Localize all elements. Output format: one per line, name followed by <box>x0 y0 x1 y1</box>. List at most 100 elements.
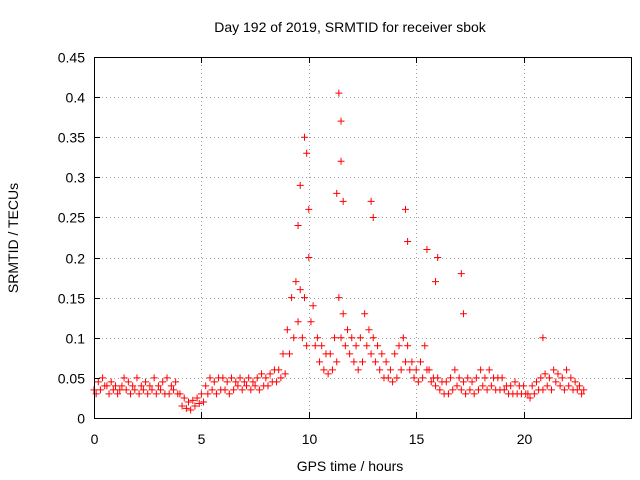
data-point <box>464 374 472 382</box>
data-point <box>498 374 506 382</box>
data-point <box>335 89 343 97</box>
data-point <box>157 386 165 394</box>
data-point <box>539 334 547 342</box>
data-point <box>129 382 137 390</box>
data-point <box>245 374 253 382</box>
y-tick-label: 0.2 <box>66 251 86 267</box>
data-point <box>150 374 158 382</box>
data-point <box>447 374 455 382</box>
data-point <box>328 366 336 374</box>
data-point <box>105 390 113 398</box>
data-point <box>159 378 167 386</box>
data-point <box>114 390 122 398</box>
data-point <box>436 386 444 394</box>
data-point <box>202 382 210 390</box>
data-point <box>266 370 274 378</box>
data-point <box>541 370 549 378</box>
data-point <box>337 334 345 342</box>
data-point <box>146 382 154 390</box>
data-point <box>279 350 287 358</box>
data-point <box>404 342 412 350</box>
data-point <box>116 386 124 394</box>
data-point <box>432 382 440 390</box>
y-axis-label: SRMTID / TECUs <box>5 183 21 293</box>
data-point <box>223 378 231 386</box>
y-tick-label: 0.35 <box>58 130 85 146</box>
data-point <box>457 386 465 394</box>
data-point <box>395 342 403 350</box>
data-point <box>558 374 566 382</box>
data-point <box>101 382 109 390</box>
data-point <box>204 390 212 398</box>
data-point <box>487 382 495 390</box>
data-point <box>399 334 407 342</box>
data-point <box>290 334 298 342</box>
data-point <box>320 366 328 374</box>
data-point <box>442 378 450 386</box>
data-point <box>264 382 272 390</box>
data-point <box>331 334 339 342</box>
data-point <box>326 350 334 358</box>
data-point <box>167 382 175 390</box>
data-point <box>556 382 564 390</box>
data-points <box>90 89 588 414</box>
data-point <box>511 378 519 386</box>
data-point <box>530 390 538 398</box>
data-point <box>481 374 489 382</box>
data-point <box>251 382 259 390</box>
data-point <box>337 117 345 125</box>
y-tick-label: 0.25 <box>58 210 85 226</box>
data-point <box>449 386 457 394</box>
data-point <box>148 386 156 394</box>
data-point <box>288 294 296 302</box>
data-point <box>142 378 150 386</box>
data-point <box>410 374 418 382</box>
data-point <box>354 366 362 374</box>
data-point <box>191 402 199 410</box>
data-point <box>262 374 270 382</box>
data-point <box>477 366 485 374</box>
data-point <box>565 382 573 390</box>
data-point <box>397 366 405 374</box>
data-point <box>99 374 107 382</box>
data-point <box>408 358 416 366</box>
data-point <box>423 366 431 374</box>
data-point <box>238 386 246 394</box>
data-point <box>316 358 324 366</box>
data-point <box>401 358 409 366</box>
data-point <box>277 374 285 382</box>
data-point <box>182 404 190 412</box>
data-point <box>137 382 145 390</box>
data-point <box>346 350 354 358</box>
y-tick-label: 0 <box>77 411 85 427</box>
data-point <box>470 390 478 398</box>
data-point <box>532 378 540 386</box>
data-point <box>135 390 143 398</box>
data-point <box>580 386 588 394</box>
data-point <box>294 221 302 229</box>
y-tick-label: 0.4 <box>66 90 86 106</box>
data-point <box>384 374 392 382</box>
data-point <box>169 386 177 394</box>
data-point <box>303 342 311 350</box>
data-point <box>253 374 261 382</box>
data-point <box>404 238 412 246</box>
data-point <box>301 294 309 302</box>
data-point <box>575 382 583 390</box>
data-point <box>406 366 414 374</box>
data-point <box>305 205 313 213</box>
data-point <box>363 342 371 350</box>
data-point <box>243 382 251 390</box>
data-point <box>133 374 141 382</box>
data-point <box>311 342 319 350</box>
data-point <box>124 378 132 386</box>
data-point <box>180 394 188 402</box>
data-point <box>348 334 356 342</box>
data-point <box>107 378 115 386</box>
data-point <box>522 390 530 398</box>
data-point <box>337 157 345 165</box>
y-tick-label: 0.45 <box>58 50 85 66</box>
data-point <box>118 382 126 390</box>
